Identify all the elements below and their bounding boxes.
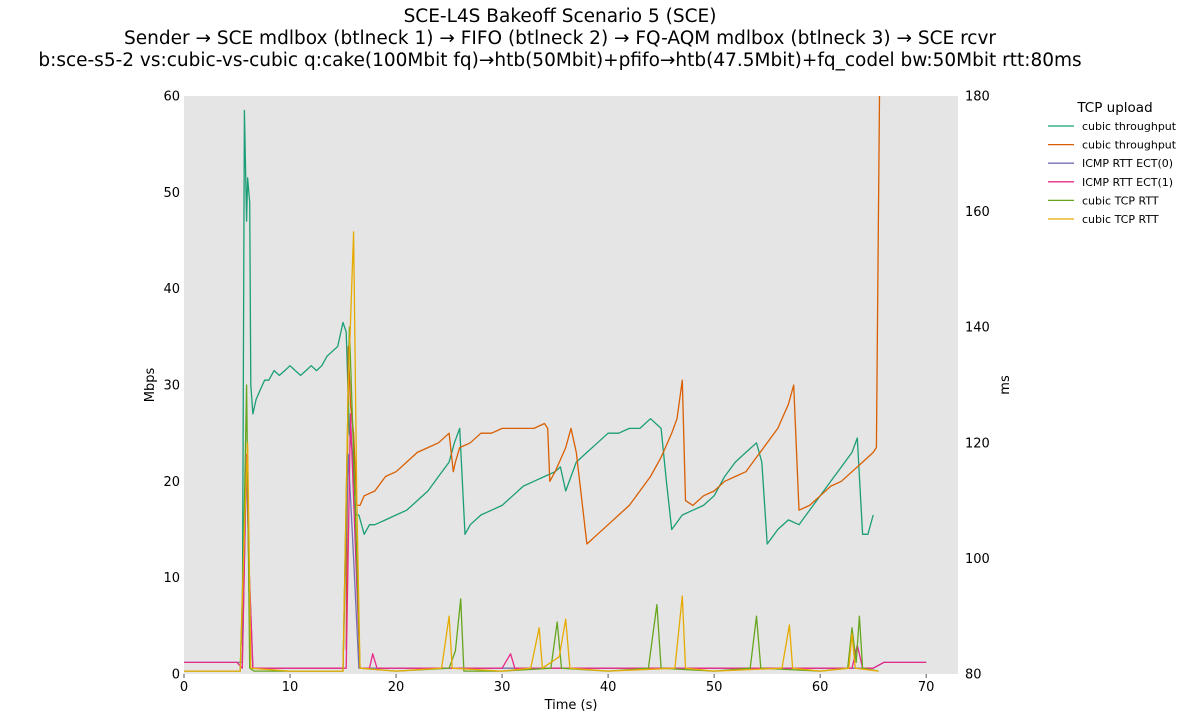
legend-label-4: ICMP RTT ECT(1) [1082,176,1173,189]
legend-title: TCP upload [1076,100,1152,116]
y-left-tick-label: 10 [163,571,180,586]
y-right-tick-label: 180 [965,90,990,105]
y-right-axis-label: ms [998,375,1013,395]
x-tick-label: 20 [388,680,405,695]
x-tick-label: 0 [180,680,188,695]
x-tick-label: 70 [918,680,935,695]
chart-subtitle-config: b:sce-s5-2 vs:cubic-vs-cubic q:cake(100M… [38,50,1082,71]
series-line-1 [241,109,874,646]
y-left-tick-label: 0 [172,668,180,683]
legend-label-5: cubic TCP RTT [1082,194,1159,207]
x-tick-label: 60 [812,680,829,695]
x-tick-label: 10 [282,680,299,695]
y-right-tick-label: 100 [965,552,990,567]
y-left-tick-label: 50 [163,186,180,201]
y-right-tick-label: 140 [965,321,990,336]
legend-label-1: cubic throughput [1082,120,1177,133]
chart-title: SCE-L4S Bakeoff Scenario 5 (SCE) [403,6,717,27]
series-line-6 [184,231,879,672]
x-tick-label: 30 [494,680,511,695]
x-tick-label: 50 [706,680,723,695]
y-left-tick-label: 40 [163,282,180,297]
x-axis-label: Time (s) [544,698,598,713]
y-right-tick-label: 160 [965,205,990,220]
plot-area [184,96,958,674]
y-left-tick-label: 60 [163,90,180,105]
legend-label-6: cubic TCP RTT [1082,213,1159,226]
legend-label-2: cubic throughput [1082,139,1177,152]
y-right-tick-label: 120 [965,436,990,451]
y-left-tick-label: 30 [163,379,180,394]
series-line-2 [345,95,881,650]
y-left-axis-label: Mbps [143,368,158,403]
x-tick-label: 40 [600,680,617,695]
chart-title-block: SCE-L4S Bakeoff Scenario 5 (SCE) Sender … [0,6,1120,72]
chart-subtitle-path: Sender → SCE mdlbox (btlneck 1) → FIFO (… [123,28,996,49]
legend-label-3: ICMP RTT ECT(0) [1082,157,1173,170]
y-left-tick-label: 20 [163,475,180,490]
y-right-tick-label: 80 [965,668,982,683]
